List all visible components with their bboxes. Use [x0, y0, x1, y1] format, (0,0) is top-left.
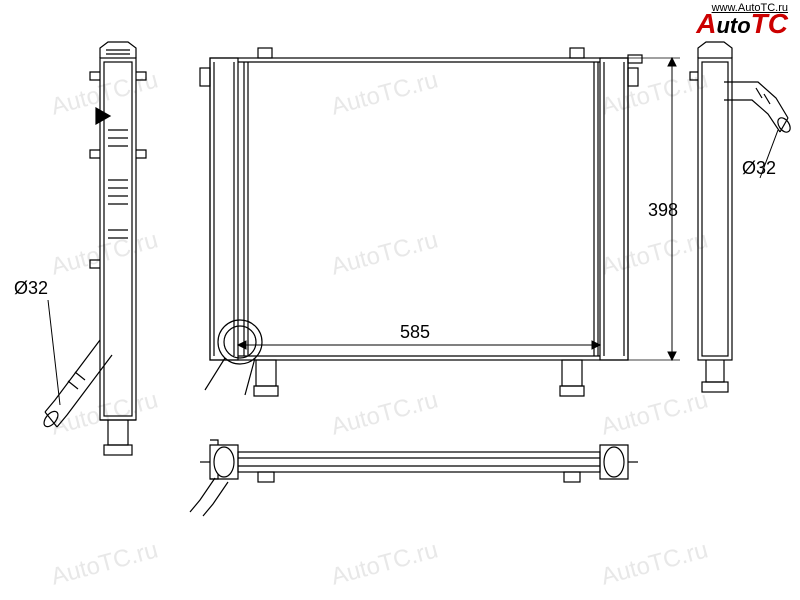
- side-view-left: [41, 42, 146, 455]
- dim-height: 398: [648, 200, 678, 221]
- bottom-view: [190, 440, 638, 516]
- front-view: [200, 48, 642, 396]
- dimension-lines: [48, 58, 778, 405]
- logo-part-a: A: [696, 8, 716, 39]
- logo-part-uto: uto: [716, 13, 750, 38]
- side-view-right: [690, 42, 793, 392]
- logo-part-tc: TC: [751, 8, 788, 39]
- technical-drawing: [0, 0, 800, 600]
- dim-dia-right: Ø32: [742, 158, 776, 179]
- diagram-container: AutoTC.ru AutoTC.ru AutoTC.ru AutoTC.ru …: [0, 0, 800, 600]
- dim-dia-left: Ø32: [14, 278, 48, 299]
- brand-logo: AutoTC: [696, 8, 788, 40]
- dim-width: 585: [400, 322, 430, 343]
